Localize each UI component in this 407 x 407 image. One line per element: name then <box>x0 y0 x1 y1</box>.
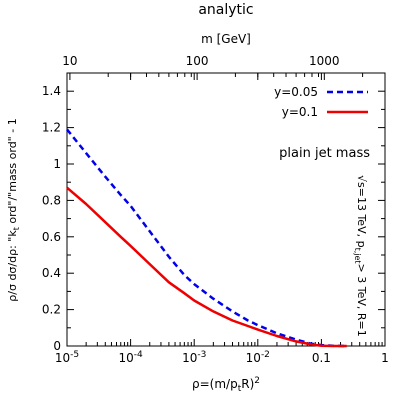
x-tick-label: 10-5 <box>55 350 79 365</box>
legend-label: y=0.05 <box>274 85 318 99</box>
legend: y=0.05 y=0.1 <box>274 85 368 119</box>
legend-label: y=0.1 <box>282 105 318 119</box>
side-note: √s=13 TeV, pt,jet> 3 TeV, R=1 <box>353 175 368 337</box>
y-tick-label: 0.2 <box>42 303 61 317</box>
x-tick-label: 10-2 <box>246 350 270 365</box>
y-tick-label: 1.2 <box>42 121 61 135</box>
series-line-y-0-05 <box>66 128 347 348</box>
y-tick-label: 0.6 <box>42 230 61 244</box>
top-tick-label: 1000 <box>309 54 340 68</box>
top-tick-label: 100 <box>186 54 209 68</box>
plain-jet-mass-annotation: plain jet mass <box>279 146 370 161</box>
x-axis-label: ρ=(m/ptR)2 <box>192 376 260 394</box>
y-tick-label: 1 <box>53 157 61 171</box>
y-axis-label: ρ/σ dσ/dρ: "kt ord"/"mass ord" - 1 <box>6 118 21 301</box>
ticks-layer: 10-5 10-4 10-3 10-2 0.1 1 10 100 1000 0 0.2 0.4 0.6 0… <box>42 54 389 365</box>
y-tick-label: 0 <box>53 339 61 353</box>
x-tick-label: 10-3 <box>182 350 206 365</box>
x-tick-label: 10-4 <box>118 350 143 365</box>
plot-frame <box>66 72 386 347</box>
x-tick-label: 0.1 <box>312 351 331 365</box>
y-tick-label: 0.4 <box>42 266 61 280</box>
top-tick-label: 10 <box>62 54 77 68</box>
x-tick-label: 1 <box>381 351 389 365</box>
y-tick-label: 1.4 <box>42 84 61 98</box>
top-axis-label: m [GeV] <box>201 32 251 46</box>
series-line-y-0-1 <box>66 186 347 348</box>
y-tick-label: 0.8 <box>42 193 61 207</box>
series-layer <box>66 128 347 348</box>
chart-title: analytic <box>198 2 253 18</box>
